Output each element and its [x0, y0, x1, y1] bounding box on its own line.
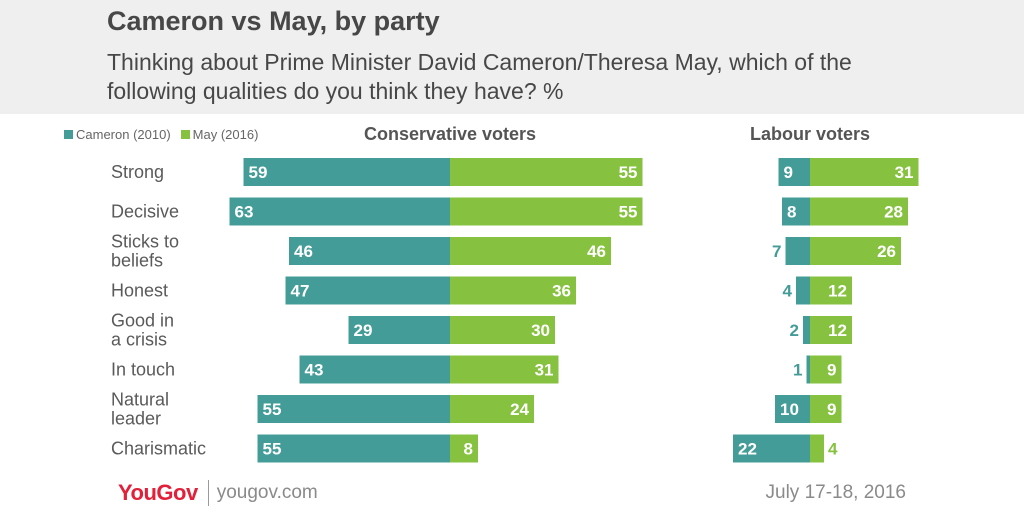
value-label-cameron: 47 [291, 282, 310, 301]
bar-cameron [257, 434, 450, 463]
bar-cameron [778, 158, 810, 186]
header-band: Cameron vs May, by party Thinking about … [0, 0, 1024, 114]
bar-may [450, 395, 534, 423]
bar-cameron [785, 237, 810, 265]
value-label-may: 55 [619, 203, 638, 222]
bar-cameron [243, 158, 450, 186]
footer-divider [207, 480, 209, 506]
value-label-may: 26 [877, 242, 896, 261]
legend-label-may: May (2016) [192, 127, 259, 142]
value-label-may: 36 [552, 282, 571, 301]
bar-may [810, 197, 908, 226]
bar-cameron [782, 197, 810, 226]
bar-cameron [803, 316, 810, 344]
legend-item-cameron: Cameron (2010) [64, 127, 171, 142]
value-label-may: 12 [828, 282, 847, 301]
bar-may [450, 434, 478, 463]
chart-title: Cameron vs May, by party [107, 6, 440, 36]
value-label-may: 9 [827, 361, 836, 380]
bar-may [450, 355, 559, 384]
bar-may [810, 355, 842, 384]
category-label: Natural leader [111, 390, 169, 429]
value-label-cameron: 46 [294, 242, 313, 261]
yougov-logo: YouGov [118, 480, 198, 505]
panel-title-labour: Labour voters [749, 124, 871, 144]
legend-swatch-cameron [64, 130, 73, 139]
bar-cameron [285, 276, 450, 305]
value-label-may: 46 [587, 242, 606, 261]
value-label-cameron: 59 [249, 163, 268, 182]
value-label-cameron: 29 [354, 321, 373, 340]
footer-brand: YouGov yougov.com [118, 480, 318, 506]
bar-cameron [733, 434, 810, 463]
bar-may [450, 158, 643, 186]
value-label-cameron: 55 [263, 440, 282, 459]
bar-cameron [289, 237, 450, 265]
category-label: Honest [111, 281, 168, 301]
value-label-may: 9 [827, 400, 836, 419]
bar-cameron [348, 316, 450, 344]
value-label-may: 28 [884, 203, 903, 222]
bar-cameron [229, 197, 450, 226]
value-label-cameron: 9 [784, 163, 793, 182]
bar-may [810, 316, 852, 344]
bar-may [450, 237, 611, 265]
category-label: In touch [111, 360, 175, 380]
value-label-may: 31 [535, 361, 554, 380]
chart-subtitle: Thinking about Prime Minister David Came… [107, 49, 852, 104]
value-label-may: 31 [895, 163, 914, 182]
category-label: Strong [111, 162, 164, 182]
bar-may [810, 276, 852, 305]
bar-may [450, 316, 555, 344]
value-label-cameron: 43 [305, 361, 324, 380]
value-label-cameron: 63 [235, 203, 254, 222]
bar-cameron [299, 355, 450, 384]
bar-cameron [796, 276, 810, 305]
bar-may [810, 395, 842, 423]
footer-date: July 17-18, 2016 [765, 482, 907, 503]
value-label-cameron: 10 [780, 400, 799, 419]
value-label-may: 8 [464, 440, 473, 459]
value-label-cameron: 4 [783, 282, 793, 301]
category-label: Sticks to beliefs [111, 232, 179, 271]
value-label-may: 12 [828, 321, 847, 340]
legend-item-may: May (2016) [180, 127, 259, 142]
category-label: Charismatic [111, 439, 206, 459]
bar-cameron [806, 355, 810, 384]
footer-site: yougov.com [216, 482, 318, 503]
value-label-cameron: 1 [793, 361, 802, 380]
bar-may [810, 434, 824, 463]
bar-may [810, 237, 901, 265]
category-label: Decisive [111, 202, 179, 222]
value-label-may: 4 [828, 440, 838, 459]
value-label-cameron: 55 [263, 400, 282, 419]
category-label: Good in a crisis [111, 311, 174, 350]
bar-may [450, 276, 576, 305]
value-label-cameron: 8 [787, 203, 796, 222]
value-label-cameron: 7 [772, 242, 781, 261]
panel-title-conservative: Conservative voters [363, 124, 537, 144]
value-label-cameron: 22 [738, 440, 757, 459]
legend-swatch-may [180, 130, 190, 139]
value-label-may: 30 [531, 321, 550, 340]
value-label-cameron: 2 [790, 321, 799, 340]
bar-cameron [775, 395, 810, 423]
legend: Cameron (2010) May (2016) [64, 127, 268, 142]
bar-cameron [257, 395, 450, 423]
bar-may [450, 197, 643, 226]
value-label-may: 24 [510, 400, 529, 419]
legend-label-cameron: Cameron (2010) [76, 127, 171, 142]
value-label-may: 55 [619, 163, 638, 182]
bar-may [810, 158, 919, 186]
